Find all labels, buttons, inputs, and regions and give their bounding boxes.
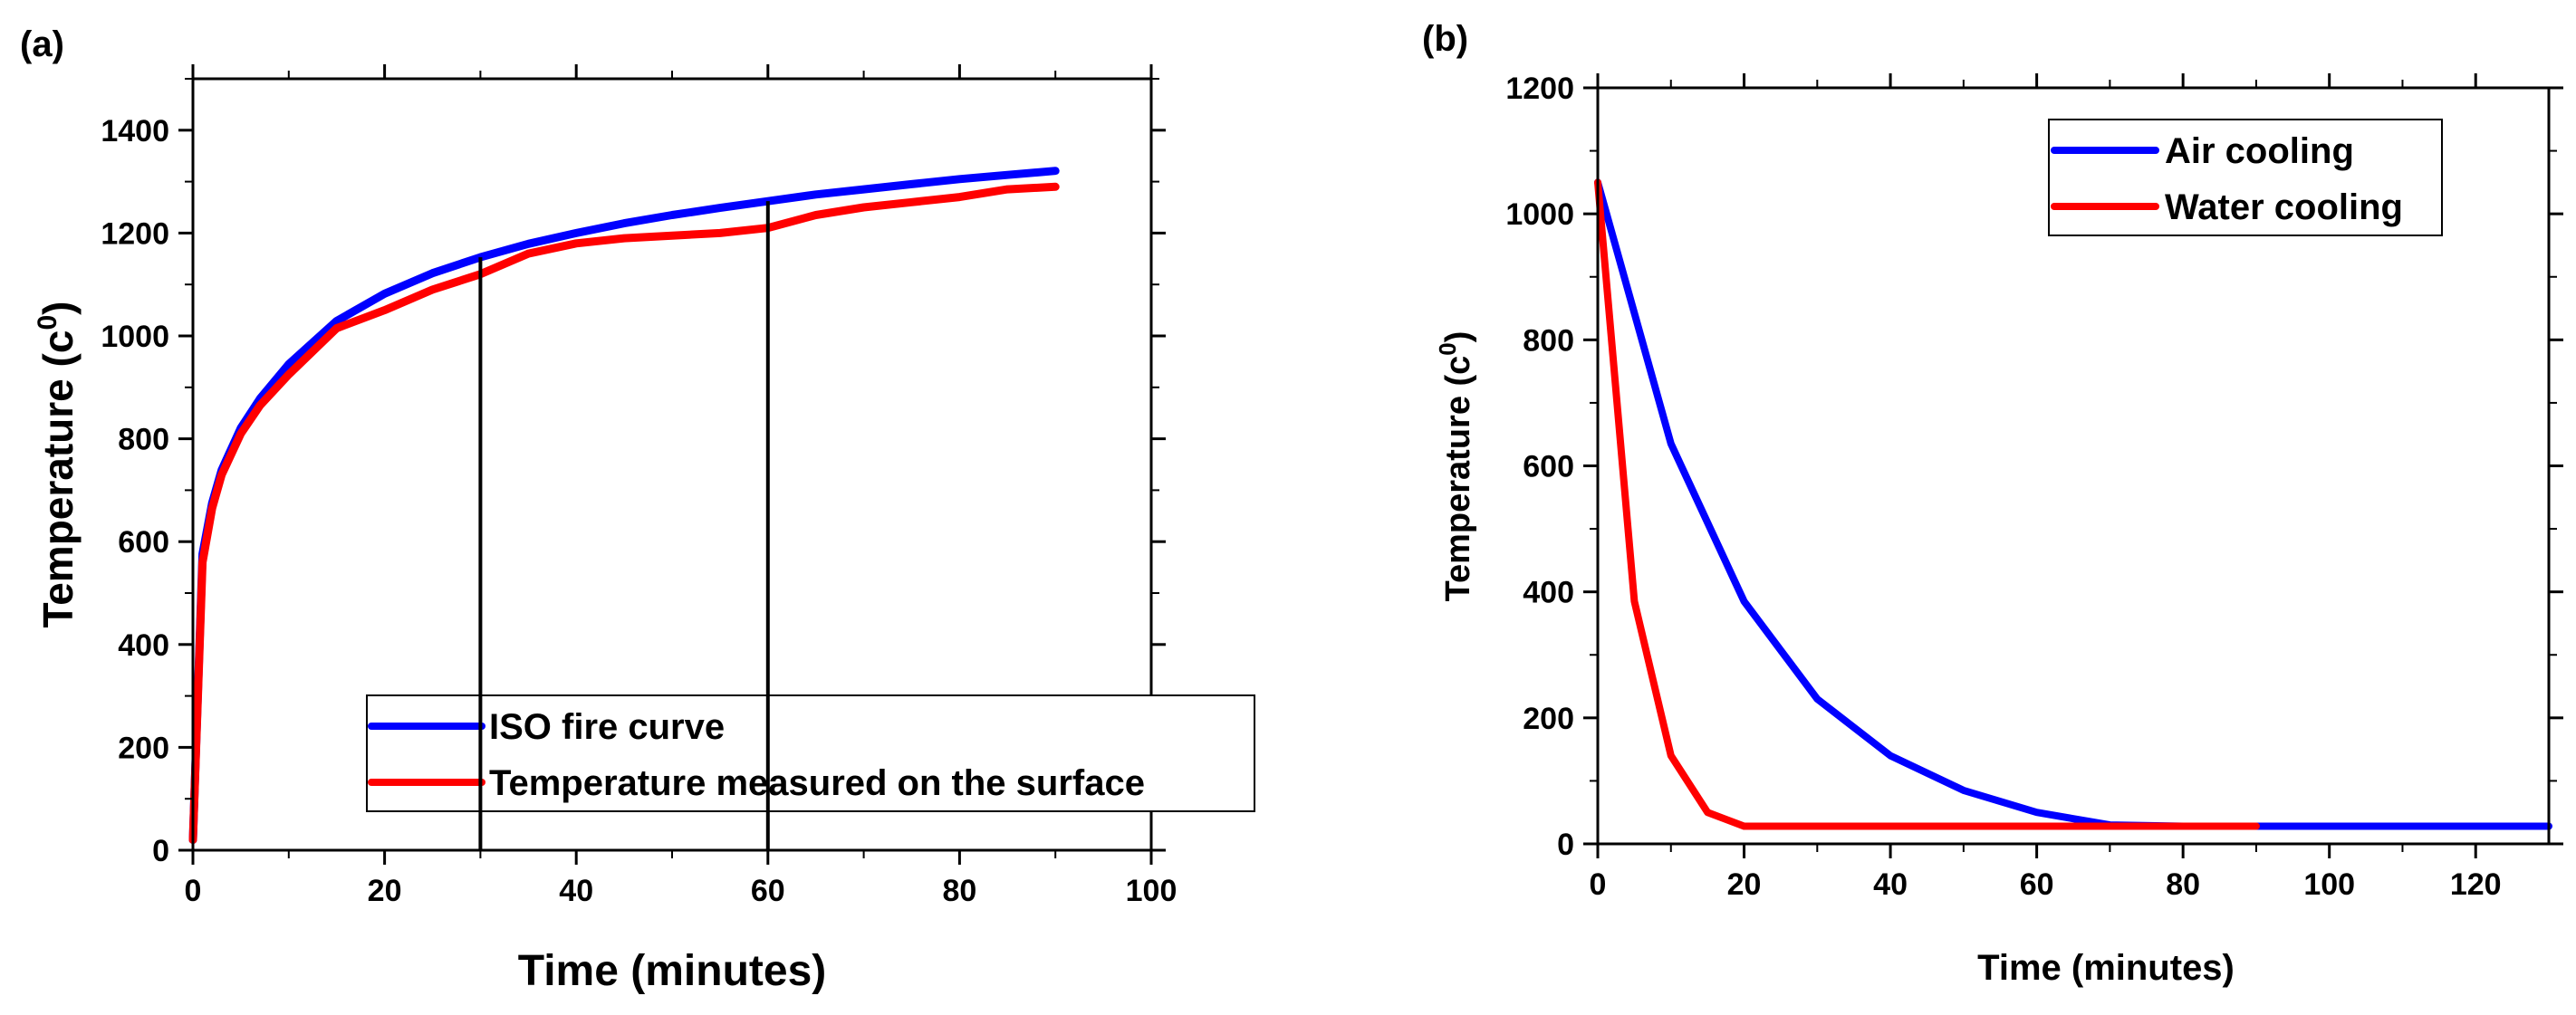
panel-b-y-axis-title-sup: 0: [1434, 342, 1461, 355]
panel-b-x-tick-label: 40: [1873, 867, 1908, 902]
panel-b-series-1-line: [1594, 178, 2552, 830]
panel-a-y-tick-label: 1000: [101, 320, 169, 354]
panel-b-x-axis-title: Time (minutes): [1977, 948, 2235, 988]
panel-b-y-tick-label: 1200: [1505, 72, 1574, 106]
panel-b-y-axis-title: Temperature (c0): [1434, 331, 1477, 602]
panel-b-y-tick-label: 0: [1557, 828, 1574, 862]
panel-b-y-tick-label: 800: [1523, 323, 1574, 358]
panel-a-plot: [188, 167, 1060, 845]
panel-b-plot: [1594, 178, 2552, 830]
panel-b-x-tick-label: 60: [2020, 867, 2054, 902]
panel-a-y-tick-label: 400: [118, 628, 169, 663]
panel-b-x-tick-label: 20: [1727, 867, 1762, 902]
panel-a-y-tick-label: 200: [118, 731, 169, 765]
panel-a-label: (a): [20, 24, 64, 64]
legend-label-iso: ISO fire curve: [489, 707, 725, 747]
panel-a-y-axis-title-sup: 0: [33, 315, 62, 330]
legend-label-surface: Temperature measured on the surface: [489, 763, 1145, 803]
panel-b: (b) 0 20 40 60 80 100 120020040060080010001200…: [1422, 19, 2563, 988]
panel-a-x-tick-label: 40: [559, 874, 593, 908]
panel-a-x-tick-label: 80: [942, 874, 976, 908]
panel-a: (a) 0 20 40 60 80 100020040060080010001200140…: [20, 24, 1255, 995]
panel-a-y-axis-title-close: ): [34, 302, 82, 315]
panel-b-x-tick-label: 100: [2303, 867, 2355, 902]
panel-a-y-tick-label: 0: [152, 834, 169, 868]
panel-a-x-tick-label: 100: [1126, 874, 1177, 908]
panel-b-legend-box: [2048, 119, 2443, 236]
panel-b-label: (b): [1422, 19, 1468, 59]
panel-a-x-tick-label: 0: [185, 874, 202, 908]
panel-b-y-tick-label: 600: [1523, 450, 1574, 484]
panel-a-x-axis-title: Time (minutes): [518, 947, 827, 995]
panel-a-y-tick-label: 800: [118, 423, 169, 457]
panel-b-x-tick-label: 120: [2450, 867, 2502, 902]
panel-a-y-tick-label: 600: [118, 525, 169, 560]
panel-a-x-tick-label: 20: [368, 874, 402, 908]
panel-b-x-tick-label: 0: [1590, 867, 1607, 902]
panel-b-x-tick-label: 80: [2166, 867, 2200, 902]
panel-a-y-tick-label: 1200: [101, 216, 169, 251]
panel-a-y-axis-title: Temperature (c0): [33, 302, 82, 628]
panel-a-x-tick-label: 60: [751, 874, 785, 908]
panel-a-legend-box: [366, 694, 1255, 812]
legend-label-water: Water cooling: [2165, 187, 2403, 227]
panel-a-vertical-markers: [478, 201, 770, 850]
panel-a-y-axis-title-main: Temperature (c: [34, 330, 82, 628]
panel-b-y-axis-title-main: Temperature (c: [1439, 356, 1477, 602]
panel-b-y-tick-label: 1000: [1505, 197, 1574, 232]
panel-b-legend: Air cooling Water cooling: [2048, 119, 2443, 236]
panel-b-y-tick-label: 200: [1523, 702, 1574, 736]
panel-b-y-axis-title-close: ): [1439, 331, 1477, 343]
panel-a-y-tick-label: 1400: [101, 114, 169, 148]
legend-label-air: Air cooling: [2165, 131, 2354, 171]
panel-b-series-2-line: [1594, 178, 2260, 830]
panel-a-legend: ISO fire curve Temperature measured on t…: [366, 694, 1255, 812]
panel-a-series-2-line: [188, 182, 1060, 845]
panel-b-y-tick-label: 400: [1523, 576, 1574, 610]
